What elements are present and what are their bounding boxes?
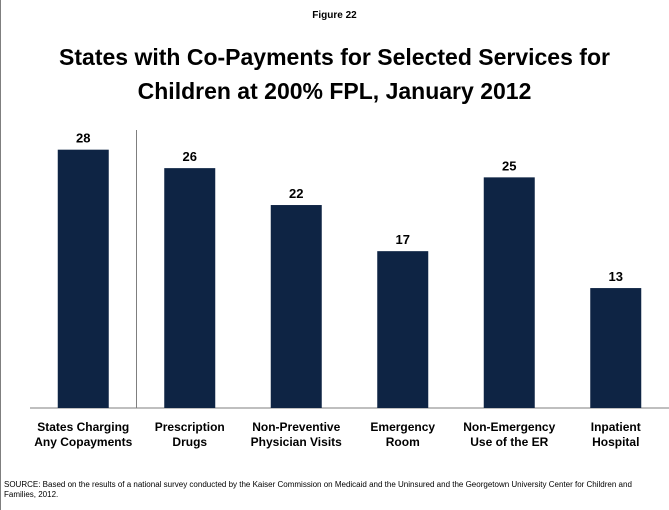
x-tick-label-2-line-1: Prescription bbox=[155, 420, 225, 434]
data-label-5: 25 bbox=[502, 158, 516, 173]
chart-title-line-1: States with Co-Payments for Selected Ser… bbox=[59, 44, 610, 70]
x-tick-label-1-line-1: States Charging bbox=[37, 420, 129, 434]
chart-title: States with Co-Payments for Selected Ser… bbox=[20, 40, 649, 108]
x-tick-label-6-line-1: Inpatient bbox=[591, 420, 641, 434]
figure-label: Figure 22 bbox=[312, 10, 357, 21]
data-label-6: 13 bbox=[609, 269, 623, 284]
x-tick-label-4-line-2: Room bbox=[386, 435, 420, 449]
x-tick-label-5-line-1: Non-Emergency bbox=[463, 420, 555, 434]
data-label-3: 22 bbox=[289, 186, 303, 201]
bar-3 bbox=[270, 205, 322, 408]
x-tick-label-2-line-2: Drugs bbox=[172, 435, 207, 449]
bar-1 bbox=[57, 149, 109, 408]
x-tick-label-3-line-2: Physician Visits bbox=[251, 435, 342, 449]
bar-4 bbox=[377, 251, 429, 408]
bar-6 bbox=[590, 288, 642, 408]
x-tick-label-1-line-2: Any Copayments bbox=[34, 435, 132, 449]
data-label-1: 28 bbox=[76, 131, 90, 146]
x-tick-label-3-line-1: Non-Preventive bbox=[252, 420, 340, 434]
bar-2 bbox=[164, 168, 216, 408]
bar-5 bbox=[483, 177, 535, 408]
data-label-2: 26 bbox=[183, 149, 197, 164]
source-note: SOURCE: Based on the results of a nation… bbox=[4, 480, 632, 499]
data-label-4: 17 bbox=[396, 232, 410, 247]
left-frame-line bbox=[0, 0, 1, 510]
x-tick-label-6-line-2: Hospital bbox=[592, 435, 639, 449]
x-tick-label-5-line-2: Use of the ER bbox=[470, 435, 548, 449]
chart-title-line-2: Children at 200% FPL, January 2012 bbox=[137, 78, 532, 104]
x-tick-label-4-line-1: Emergency bbox=[370, 420, 435, 434]
